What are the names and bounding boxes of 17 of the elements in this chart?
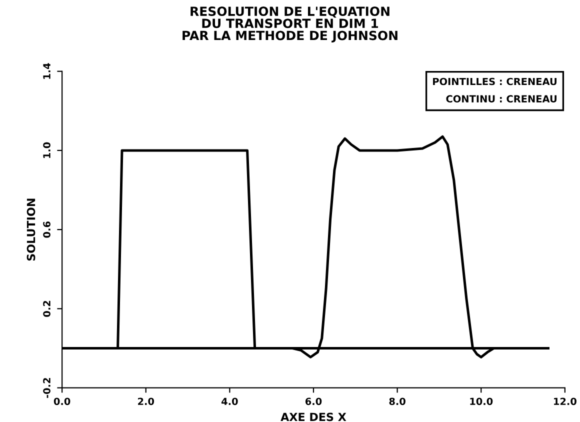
- y-axis-title: SOLUTION: [26, 198, 36, 261]
- y-tick-label: -0.2: [43, 378, 50, 398]
- annotation: POINTILLES : CRENEAU: [433, 78, 556, 86]
- x-tick-label: 6.0: [305, 398, 322, 406]
- y-tick-label: 0.2: [43, 300, 50, 317]
- x-tick-label: 4.0: [222, 398, 238, 406]
- x-tick-label: 0.0: [54, 398, 70, 406]
- x-tick-label: 10.0: [470, 398, 493, 406]
- y-tick-label: 1.4: [43, 63, 50, 79]
- x-tick-label: 12.0: [554, 398, 576, 406]
- annotation: CONTINU : CRENEAU: [446, 95, 556, 103]
- chart-title: RESOLUTION DE L'EQUATION DU TRANSPORT EN DIM 1 PAR LA METHODE DE JOHNSON: [182, 6, 398, 43]
- x-axis-title: AXE DES X: [280, 412, 346, 422]
- x-tick-label: 8.0: [389, 398, 406, 406]
- y-tick-label: 1.0: [43, 142, 50, 158]
- y-tick-label: 0.6: [43, 221, 50, 238]
- x-tick-label: 2.0: [138, 398, 154, 406]
